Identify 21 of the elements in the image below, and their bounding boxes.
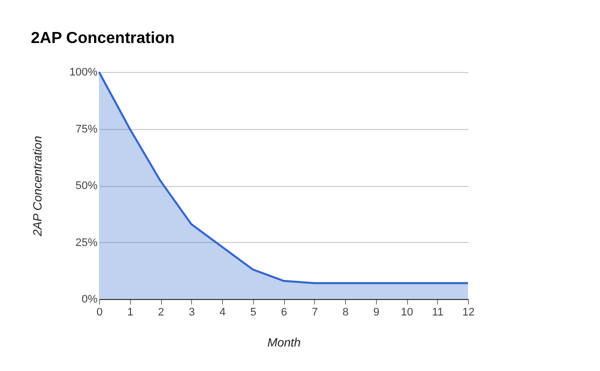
- x-tick-label: 2: [158, 306, 164, 318]
- x-tick-label: 9: [373, 306, 380, 318]
- y-tick-label: 25%: [75, 236, 98, 249]
- x-tick-label: 1: [127, 306, 134, 318]
- x-tick-label: 7: [312, 306, 318, 318]
- x-axis-title: Month: [267, 336, 301, 350]
- y-tick-label: 100%: [69, 66, 98, 78]
- x-tick-label: 6: [280, 306, 288, 318]
- y-tick-label: 75%: [75, 123, 98, 136]
- x-tick-label: 5: [250, 306, 256, 318]
- x-tick-label: 11: [432, 306, 444, 318]
- x-tick-label: 10: [400, 306, 414, 318]
- x-tick-label: 4: [219, 306, 226, 318]
- y-tick-label: 0%: [82, 294, 98, 306]
- x-tick-label: 0: [96, 306, 103, 318]
- x-tick-label: 8: [342, 306, 349, 318]
- y-tick-label: 50%: [75, 180, 98, 192]
- chart-title: 2AP Concentration: [30, 30, 175, 47]
- x-tick-label: 12: [462, 306, 475, 318]
- y-axis-title: 2AP Concentration: [30, 136, 44, 238]
- x-tick-label: 3: [188, 306, 195, 318]
